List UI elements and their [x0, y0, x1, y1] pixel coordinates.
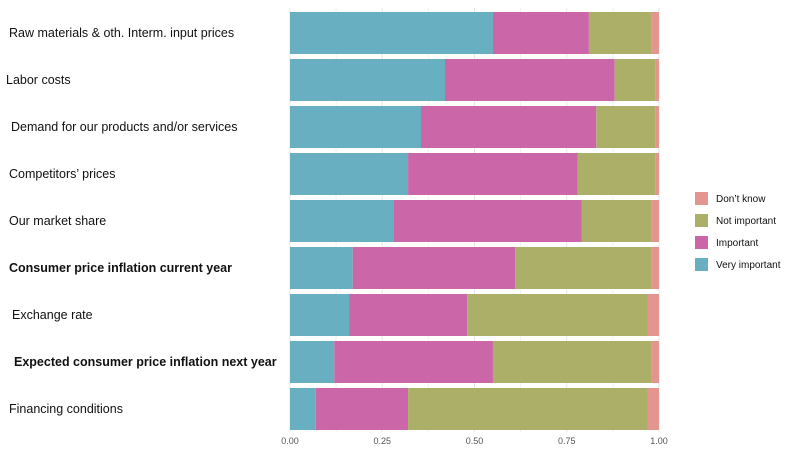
bar-segment-very-important — [290, 106, 421, 148]
category-labels: Raw materials & oth. Interm. input price… — [6, 26, 277, 416]
bar-segment-not-important — [492, 341, 652, 383]
bar-segment-don-t-know — [647, 294, 659, 336]
x-tick-label: 0.50 — [466, 436, 484, 446]
bar-segment-don-t-know — [655, 106, 659, 148]
category-label: Our market share — [9, 214, 106, 228]
bar-segment-important — [408, 153, 578, 195]
bar-segment-very-important — [290, 388, 316, 430]
legend-label: Not important — [716, 216, 776, 227]
bar-segment-important — [393, 200, 582, 242]
bar-segment-very-important — [290, 153, 409, 195]
x-tick-label: 0.00 — [281, 436, 299, 446]
legend-key — [695, 258, 708, 271]
bar-segment-important — [349, 294, 468, 336]
bar-segment-don-t-know — [651, 341, 659, 383]
legend-key — [695, 214, 708, 227]
bar-segment-not-important — [467, 294, 648, 336]
bar-segment-very-important — [290, 12, 493, 54]
legend-key — [695, 236, 708, 249]
bar-segment-not-important — [614, 59, 656, 101]
category-label: Demand for our products and/or services — [11, 120, 238, 134]
bar-segment-important — [352, 247, 516, 289]
legend-label: Don’t know — [716, 194, 766, 205]
bars — [290, 12, 659, 430]
legend: Don’t know Not important Important Very imp… — [695, 192, 781, 271]
category-label: Consumer price inflation current year — [9, 261, 232, 275]
bar-segment-don-t-know — [651, 200, 659, 242]
x-tick-label: 0.75 — [558, 436, 576, 446]
legend-label: Very important — [716, 260, 781, 271]
category-label: Expected consumer price inflation next y… — [14, 355, 277, 369]
bar-segment-don-t-know — [651, 247, 659, 289]
bar-segment-important — [444, 59, 615, 101]
legend-label: Important — [716, 238, 758, 249]
category-label: Competitors’ prices — [9, 167, 116, 181]
bar-segment-important — [492, 12, 589, 54]
bar-segment-very-important — [290, 294, 350, 336]
bar-segment-very-important — [290, 200, 394, 242]
bar-segment-don-t-know — [647, 388, 659, 430]
x-axis-ticks: 0.00 0.25 0.50 0.75 1.00 — [281, 436, 668, 446]
bar-segment-important — [315, 388, 409, 430]
bar-segment-not-important — [577, 153, 656, 195]
x-tick-label: 0.25 — [373, 436, 391, 446]
bar-segment-don-t-know — [655, 153, 659, 195]
category-label: Financing conditions — [9, 402, 123, 416]
bar-segment-not-important — [581, 200, 652, 242]
bar-segment-important — [420, 106, 597, 148]
bar-segment-don-t-know — [651, 12, 659, 54]
bar-segment-not-important — [588, 12, 652, 54]
bar-segment-very-important — [290, 341, 335, 383]
bar-segment-don-t-know — [655, 59, 659, 101]
x-tick-label: 1.00 — [650, 436, 668, 446]
bar-segment-very-important — [290, 59, 445, 101]
bar-segment-important — [334, 341, 493, 383]
category-label: Exchange rate — [12, 308, 93, 322]
category-label: Labor costs — [6, 73, 71, 87]
category-label: Raw materials & oth. Interm. input price… — [9, 26, 234, 40]
bar-segment-not-important — [408, 388, 648, 430]
legend-key — [695, 192, 708, 205]
bar-segment-very-important — [290, 247, 353, 289]
bar-segment-not-important — [596, 106, 656, 148]
bar-segment-not-important — [515, 247, 652, 289]
